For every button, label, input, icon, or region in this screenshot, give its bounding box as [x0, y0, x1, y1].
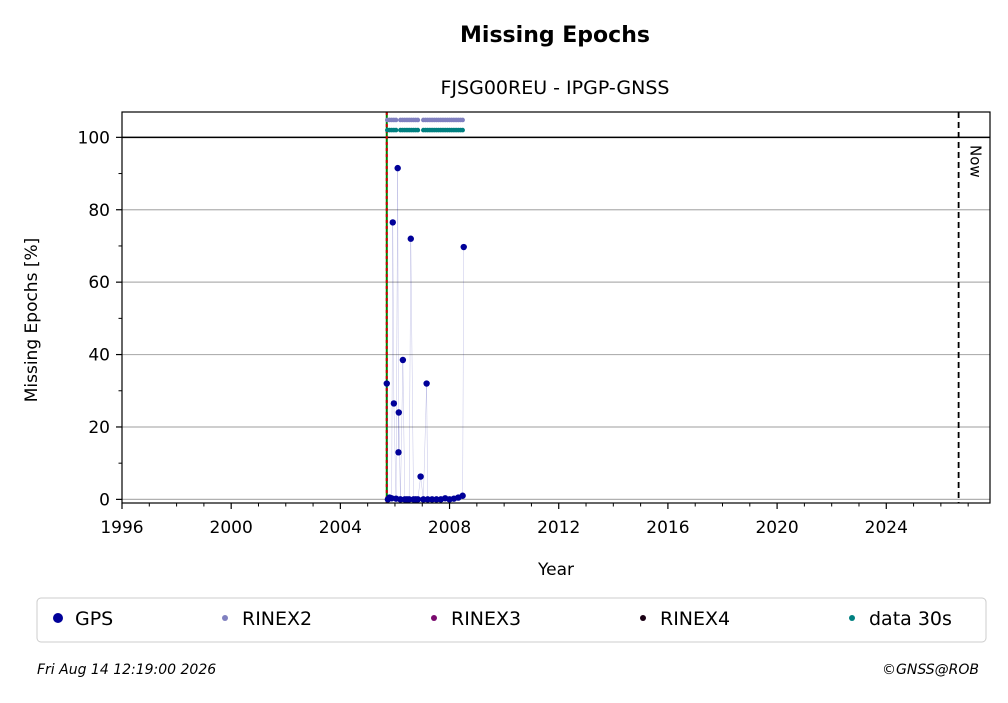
- data-point: [395, 449, 402, 456]
- data-point: [414, 496, 422, 503]
- plot-frame: [121, 111, 991, 504]
- y-tick-label: 60: [88, 273, 110, 293]
- data-point: [423, 380, 430, 387]
- legend-marker: [431, 615, 437, 621]
- data-point: [460, 243, 467, 251]
- x-tick-label: 2000: [210, 518, 253, 538]
- legend-marker: [53, 613, 63, 623]
- chart-title: Missing Epochs: [460, 23, 650, 48]
- x-tick-label: 1996: [100, 518, 143, 538]
- data-point: [415, 117, 421, 123]
- data-point: [383, 380, 390, 387]
- data-point: [399, 356, 407, 364]
- legend-label: GPS: [75, 608, 113, 630]
- legend-label: data 30s: [869, 608, 952, 630]
- footer-date: Fri Aug 14 12:19:00 2026: [37, 662, 216, 678]
- data-point: [393, 127, 399, 133]
- y-tick-label: 0: [99, 490, 110, 510]
- y-tick-label: 100: [78, 128, 110, 148]
- data-point: [459, 492, 466, 499]
- data-point: [460, 117, 465, 123]
- footer-copyright: ©GNSS@ROB: [882, 662, 979, 678]
- legend-label: RINEX4: [660, 608, 730, 630]
- legend-marker: [849, 615, 855, 621]
- data-point: [407, 235, 414, 242]
- data-point: [417, 473, 424, 480]
- chart-subtitle: FJSG00REU - IPGP-GNSS: [441, 77, 670, 99]
- now-label: Now: [967, 145, 985, 178]
- data-point: [393, 117, 399, 123]
- legend-label: RINEX2: [242, 608, 312, 630]
- x-tick-label: 2024: [865, 518, 908, 538]
- data-point: [460, 127, 465, 133]
- y-tick-label: 20: [88, 418, 110, 438]
- x-tick-label: 2016: [646, 518, 689, 538]
- y-tick-label: 80: [88, 201, 110, 221]
- legend-marker: [640, 615, 646, 621]
- data-point: [415, 127, 421, 133]
- y-axis-label: Missing Epochs [%]: [22, 238, 42, 403]
- data-point: [395, 409, 402, 416]
- legend-label: RINEX3: [451, 608, 521, 630]
- y-tick-label: 40: [88, 346, 110, 366]
- x-tick-label: 2004: [319, 518, 362, 538]
- data-point: [390, 400, 398, 407]
- x-tick-label: 2008: [428, 518, 471, 538]
- data-point: [389, 219, 396, 226]
- data-point: [394, 164, 401, 172]
- x-axis-label: Year: [537, 560, 574, 580]
- legend-marker: [222, 615, 228, 621]
- x-tick-label: 2012: [537, 518, 580, 538]
- legend-box: [36, 597, 987, 643]
- x-tick-label: 2020: [755, 518, 798, 538]
